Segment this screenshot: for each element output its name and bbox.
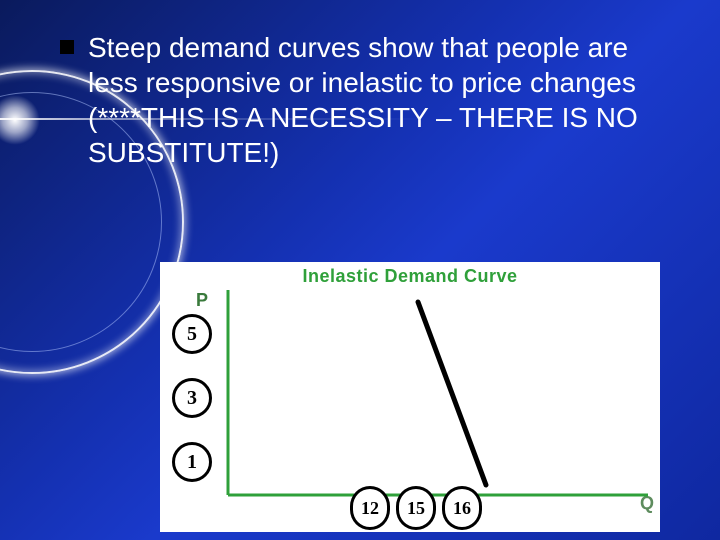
chart-title: Inelastic Demand Curve (160, 266, 660, 287)
bullet-item: Steep demand curves show that people are… (60, 30, 680, 170)
bullet-text: Steep demand curves show that people are… (88, 30, 680, 170)
y-tick: 5 (172, 314, 212, 354)
y-tick-group: 5 3 1 (172, 314, 212, 482)
y-tick: 3 (172, 378, 212, 418)
chart-panel: Inelastic Demand Curve P Q 5 3 1 12 15 1… (160, 262, 660, 532)
x-tick: 12 (350, 486, 390, 530)
slide: Steep demand curves show that people are… (0, 0, 720, 540)
x-tick: 16 (442, 486, 482, 530)
x-tick: 15 (396, 486, 436, 530)
y-tick: 1 (172, 442, 212, 482)
y-axis-label: P (196, 290, 208, 311)
bullet-marker (60, 40, 74, 54)
x-tick-group: 12 15 16 (350, 486, 482, 530)
demand-curve (418, 302, 486, 485)
flare-core-decoration (0, 95, 40, 145)
